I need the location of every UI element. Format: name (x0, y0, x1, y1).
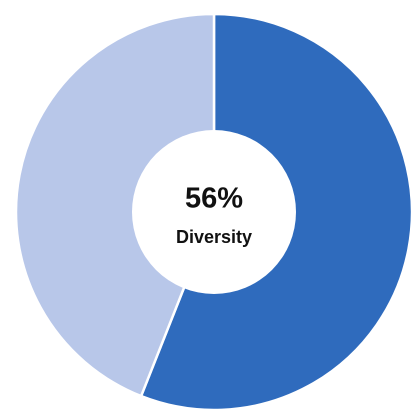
slice (14, 12, 216, 398)
center-value: 56% (185, 183, 243, 215)
donut-hole (132, 130, 296, 294)
center-label: Diversity (176, 227, 252, 247)
